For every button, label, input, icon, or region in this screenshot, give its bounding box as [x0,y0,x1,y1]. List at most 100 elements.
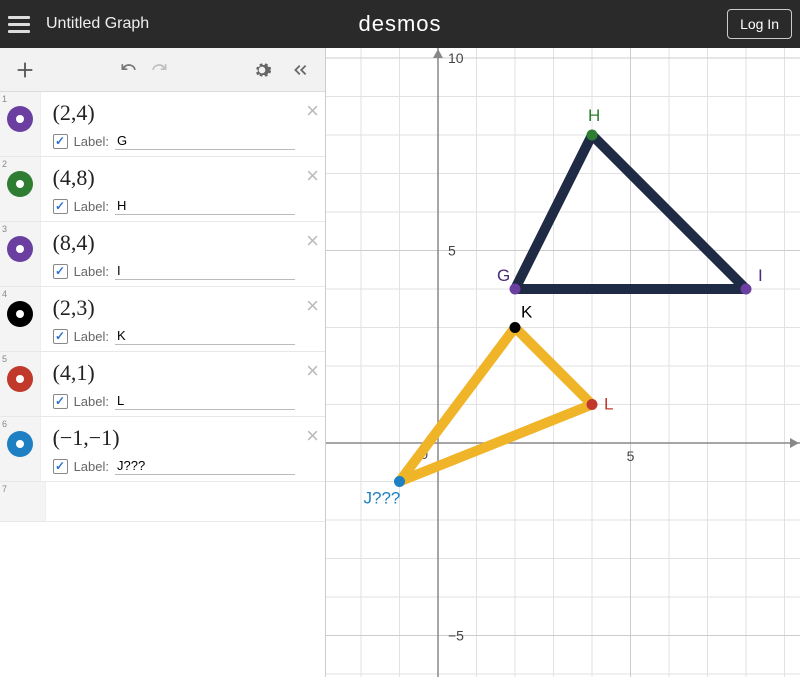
delete-expression-button[interactable]: × [306,423,319,449]
graph-point[interactable] [510,284,521,295]
delete-expression-button[interactable]: × [306,163,319,189]
expression-list: 1(2,4)Label:×2(4,8)Label:×3(8,4)Label:×4… [0,92,325,677]
expression-formula[interactable]: (−1,−1) [53,425,295,451]
expression-label-row: Label: [53,197,295,215]
expression-index: 6 [2,419,7,429]
expression-formula[interactable]: (2,4) [53,100,295,126]
graph-canvas[interactable]: 5−55100GHIKLJ??? [326,48,800,677]
expression-body: (2,4) Label: [41,92,325,156]
expression-row-empty[interactable]: 7 [0,482,325,522]
expression-body: (−1,−1) Label: [41,417,325,481]
collapse-sidebar-button[interactable] [281,51,319,89]
label-checkbox[interactable] [53,199,68,214]
expression-index: 4 [2,289,7,299]
expression-row[interactable]: 5 (4,1) Label: × [0,352,325,417]
expression-index: 7 [2,484,7,494]
expression-body: (2,3) Label: [41,287,325,351]
label-caption: Label: [74,264,109,279]
expression-body: (4,1) Label: [41,352,325,416]
expression-row[interactable]: 1 (2,4) Label: × [0,92,325,157]
settings-button[interactable] [243,51,281,89]
point-label: I [758,266,763,285]
label-input[interactable] [115,262,295,280]
expression-label-row: Label: [53,132,295,150]
expression-body: (4,8) Label: [41,157,325,221]
expression-index: 3 [2,224,7,234]
expression-index: 2 [2,159,7,169]
label-input[interactable] [115,197,295,215]
expression-body[interactable] [46,482,325,521]
main: 1(2,4)Label:×2(4,8)Label:×3(8,4)Label:×4… [0,48,800,677]
color-dot-icon [7,171,33,197]
graph-point[interactable] [741,284,752,295]
label-checkbox[interactable] [53,394,68,409]
expression-index: 1 [2,94,7,104]
grid [326,48,800,677]
y-axis-arrow-icon [433,49,443,58]
expression-formula[interactable]: (2,3) [53,295,295,321]
delete-expression-button[interactable]: × [306,228,319,254]
redo-button[interactable] [144,55,174,85]
major-grid [326,48,800,677]
y-tick-label: 5 [448,243,456,259]
graph-point[interactable] [510,322,521,333]
delete-expression-button[interactable]: × [306,358,319,384]
y-tick-label: −5 [448,628,464,644]
label-caption: Label: [74,329,109,344]
graph-point[interactable] [587,399,598,410]
graph-viewport[interactable]: 5−55100GHIKLJ??? [326,48,800,677]
graph-point[interactable] [394,476,405,487]
x-axis-arrow-icon [790,438,799,448]
expression-sidebar: 1(2,4)Label:×2(4,8)Label:×3(8,4)Label:×4… [0,48,326,677]
x-tick-label: 5 [627,448,635,464]
label-input[interactable] [115,457,295,475]
expression-index: 5 [2,354,7,364]
label-checkbox[interactable] [53,329,68,344]
label-input[interactable] [115,132,295,150]
hamburger-menu-icon[interactable] [8,10,36,38]
expression-row[interactable]: 6 (−1,−1) Label: × [0,417,325,482]
label-caption: Label: [74,199,109,214]
expression-label-row: Label: [53,392,295,410]
expression-toolbar [0,48,325,92]
delete-expression-button[interactable]: × [306,293,319,319]
label-checkbox[interactable] [53,264,68,279]
point-label: G [497,266,510,285]
label-checkbox[interactable] [53,134,68,149]
point-label: H [588,106,600,125]
gear-icon [252,60,272,80]
expression-row[interactable]: 4 (2,3) Label: × [0,287,325,352]
header: Untitled Graph desmos Log In [0,0,800,48]
undo-icon [119,60,139,80]
expression-formula[interactable]: (4,1) [53,360,295,386]
label-checkbox[interactable] [53,459,68,474]
expression-label-row: Label: [53,457,295,475]
delete-expression-button[interactable]: × [306,98,319,124]
login-button[interactable]: Log In [727,9,792,39]
point-label: J??? [364,489,401,508]
point-label: L [604,395,613,414]
label-caption: Label: [74,394,109,409]
label-caption: Label: [74,459,109,474]
label-input[interactable] [115,327,295,345]
plus-icon [14,59,36,81]
expression-row[interactable]: 2 (4,8) Label: × [0,157,325,222]
label-input[interactable] [115,392,295,410]
add-expression-button[interactable] [6,51,44,89]
expression-formula[interactable]: (8,4) [53,230,295,256]
chevron-double-left-icon [290,60,310,80]
color-dot-icon [7,106,33,132]
graph-point[interactable] [587,130,598,141]
point-label: K [521,303,533,322]
color-dot-icon [7,236,33,262]
expression-row[interactable]: 3 (8,4) Label: × [0,222,325,287]
expression-label-row: Label: [53,327,295,345]
color-dot-icon [7,301,33,327]
expression-body: (8,4) Label: [41,222,325,286]
label-caption: Label: [74,134,109,149]
expression-formula[interactable]: (4,8) [53,165,295,191]
graph-title[interactable]: Untitled Graph [46,15,149,33]
color-dot-icon [7,431,33,457]
color-dot-icon [7,366,33,392]
undo-button[interactable] [114,55,144,85]
